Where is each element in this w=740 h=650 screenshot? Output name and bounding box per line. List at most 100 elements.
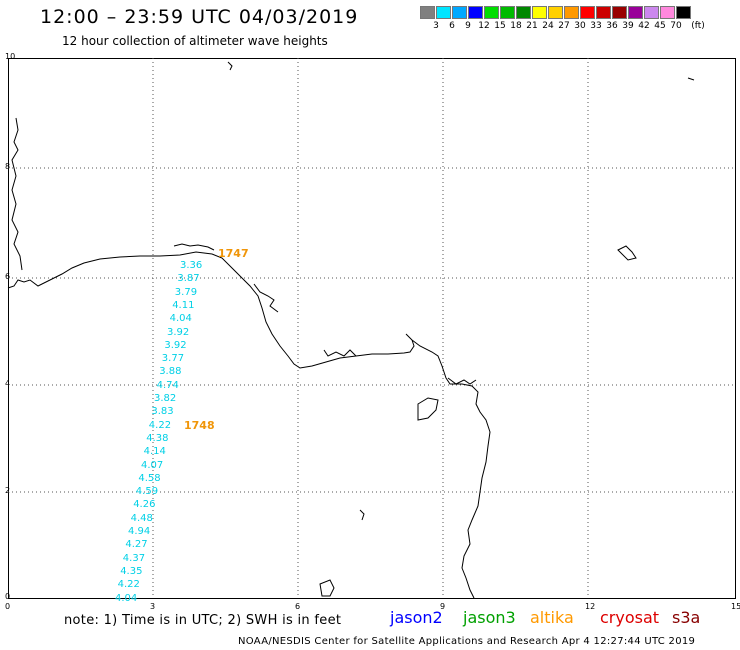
island-c [617,245,637,261]
colorbar-swatch [420,6,435,19]
coast-detail-b [253,283,279,313]
colorbar-swatch [580,6,595,19]
coast-detail-c [323,349,357,357]
wave-height-value: 4.04 [115,592,138,604]
colorbar-label: 9 [465,21,471,31]
colorbar-label: 70 [670,21,682,31]
wave-height-value: 4.26 [133,499,156,511]
island-d [227,61,233,71]
y-tick-label: 4 [5,379,11,388]
wave-height-value: 4.48 [130,512,153,524]
wave-height-value: 4.38 [146,432,169,444]
wave-height-value: 3.77 [161,353,185,365]
colorbar-swatch [516,6,531,19]
colorbar-label: 6 [449,21,455,31]
island-a [417,397,439,421]
coast-detail-d [447,377,477,385]
colorbar-label: 18 [510,21,522,31]
x-tick-label: 9 [440,602,446,611]
wave-height-value: 3.92 [167,326,190,338]
legend-cryosat: cryosat [600,608,660,627]
wave-height-value: 4.59 [135,486,159,498]
wave-height-value: 4.37 [122,552,146,564]
colorbar-swatch [532,6,547,19]
colorbar-swatch [500,6,515,19]
y-tick-label: 0 [5,592,11,601]
colorbar-label: 24 [542,21,554,31]
colorbar-swatch [468,6,483,19]
colorbar-swatch [628,6,643,19]
colorbar-labels: 3 6 9 12 15 18 21 24 27 30 33 36 39 42 45 70 (ft) [420,21,705,35]
y-tick-label: 6 [5,272,11,281]
colorbar-swatch [612,6,627,19]
colorbar-swatch [548,6,563,19]
colorbar-swatch [596,6,611,19]
map-grid [8,58,734,598]
wave-height-value: 4.74 [156,379,179,391]
wave-height-value: 4.11 [172,299,195,311]
colorbar-swatch [644,6,659,19]
coastline [7,61,695,599]
colorbar-swatch [436,6,451,19]
y-tick-label: 8 [5,162,11,171]
y-tick-label: 2 [5,486,11,495]
island-e [687,77,695,81]
wave-height-value: 4.22 [117,579,140,591]
legend-jason2: jason2 [390,608,443,627]
colorbar-label: (ft) [691,21,705,31]
colorbar-label: 21 [526,21,538,31]
colorbar-label: 39 [622,21,634,31]
page-subtitle: 12 hour collection of altimeter wave hei… [62,34,328,48]
wave-height-value: 3.88 [159,366,182,378]
coast-detail-a [173,243,215,251]
wave-height-value: 3.79 [174,286,198,298]
wave-height-value: 4.27 [125,539,148,551]
colorbar-label: 27 [558,21,570,31]
wave-height-colorbar: 3 6 9 12 15 18 21 24 27 30 33 36 39 42 45 70 (ft) [420,6,705,35]
legend-s3a: s3a [672,608,701,627]
coastline-west [7,251,491,599]
colorbar-label: 15 [494,21,506,31]
colorbar-label: 30 [574,21,586,31]
time-label-1747: 1747 [218,247,249,260]
wave-height-value: 3.92 [164,339,187,351]
x-tick-label: 0 [5,602,11,611]
legend-altika: altika [530,608,574,627]
legend-jason3: jason3 [463,608,516,627]
wave-height-value: 4.07 [141,459,164,471]
x-tick-label: 6 [295,602,301,611]
island-b [319,579,335,597]
wave-height-value: 4.22 [148,419,172,431]
wave-height-value: 3.36 [180,260,203,271]
wave-height-value: 4.04 [169,313,192,325]
map-frame [8,58,736,599]
wave-height-value: 4.14 [143,446,166,458]
wave-height-value: 3.87 [177,273,200,285]
colorbar-label: 42 [638,21,650,31]
credit-line: NOAA/NESDIS Center for Satellite Applica… [238,636,696,647]
colorbar-label: 45 [654,21,666,31]
wave-height-value: 4.35 [120,565,143,577]
colorbar-label: 12 [478,21,490,31]
wave-height-value: 3.82 [154,393,177,404]
colorbar-swatch [452,6,467,19]
colorbar-swatch [484,6,499,19]
wave-height-value: 4.58 [138,472,161,484]
colorbar-label: 3 [433,21,439,31]
coastline-east-inlet [11,117,23,271]
footnote: note: 1) Time is in UTC; 2) SWH is in fe… [64,613,342,628]
x-tick-label: 15 [731,602,740,611]
colorbar-label: 36 [606,21,618,31]
wave-height-value: 3.83 [151,406,174,418]
page-title: 12:00 – 23:59 UTC 04/03/2019 [40,6,359,28]
colorbar-label: 33 [590,21,602,31]
time-label-1748: 1748 [184,419,215,432]
island-f [359,509,365,521]
colorbar-swatch [564,6,579,19]
x-tick-label: 3 [150,602,156,611]
x-tick-label: 12 [585,602,596,611]
wave-height-value: 4.94 [128,526,151,537]
colorbar-swatch [660,6,675,19]
colorbar-swatches [420,6,692,19]
